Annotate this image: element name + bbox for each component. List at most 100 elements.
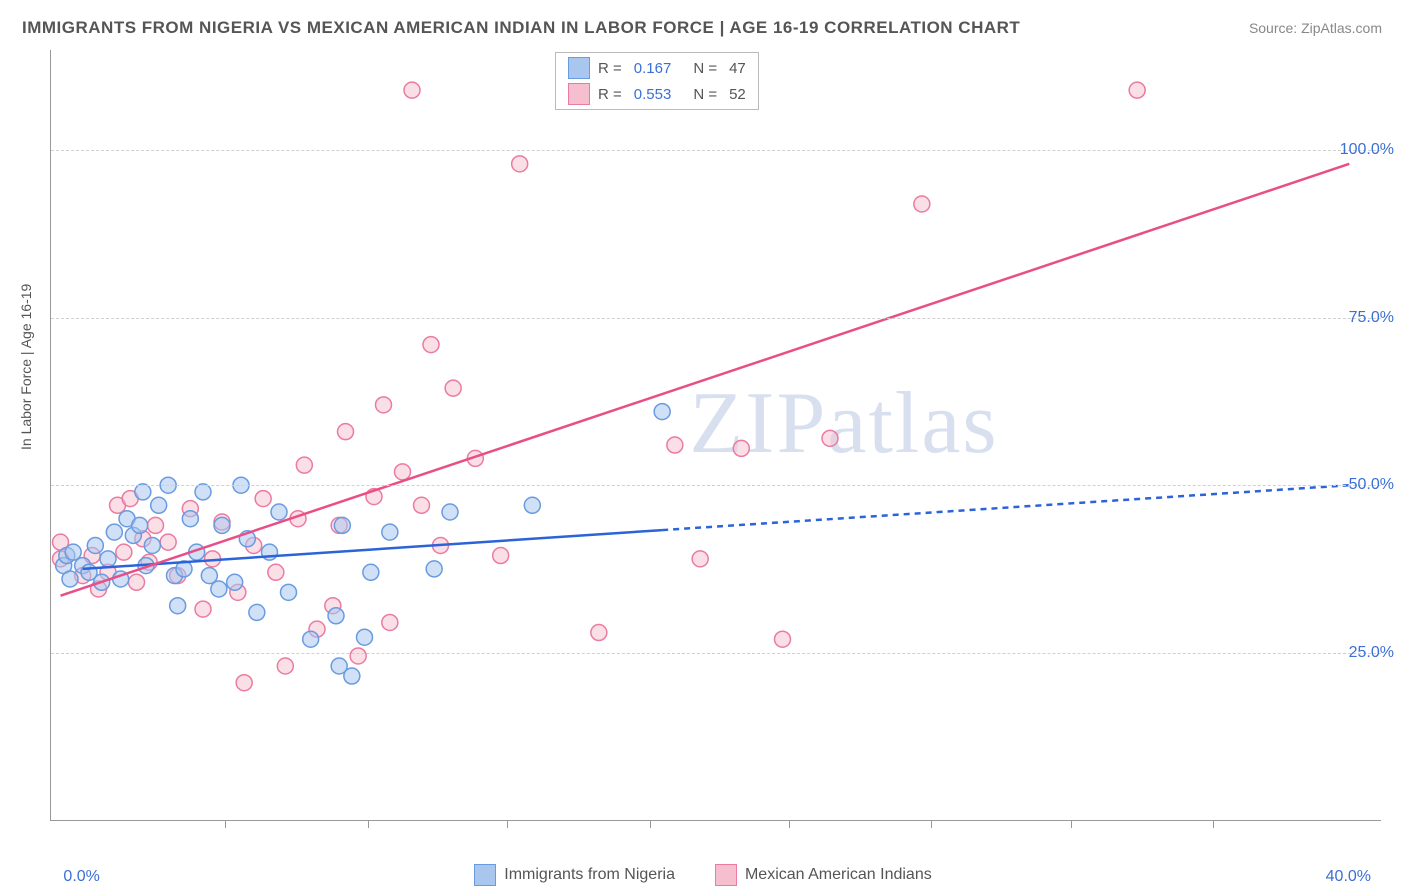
x-tick	[931, 820, 932, 828]
x-tick-label: 40.0%	[1326, 868, 1371, 886]
trendline-ext-nigeria	[662, 485, 1349, 530]
n-label: N =	[693, 60, 717, 77]
gridline-h	[51, 150, 1381, 151]
data-point-mexican	[268, 564, 284, 580]
y-axis-label: In Labor Force | Age 16-19	[18, 284, 34, 450]
data-point-nigeria	[144, 537, 160, 553]
data-point-mexican	[423, 337, 439, 353]
gridline-h	[51, 318, 1381, 319]
data-point-nigeria	[227, 574, 243, 590]
data-point-mexican	[1129, 82, 1145, 98]
data-point-mexican	[296, 457, 312, 473]
data-point-nigeria	[106, 524, 122, 540]
x-tick-label: 0.0%	[63, 868, 99, 886]
n-value-nigeria: 47	[729, 60, 746, 77]
data-point-mexican	[255, 491, 271, 507]
gridline-h	[51, 653, 1381, 654]
data-point-mexican	[376, 397, 392, 413]
data-point-nigeria	[382, 524, 398, 540]
legend-row-nigeria: R = 0.167 N = 47	[556, 55, 758, 81]
y-tick-label: 100.0%	[1340, 141, 1394, 159]
x-tick	[1213, 820, 1214, 828]
legend-item-mexican: Mexican American Indians	[715, 864, 932, 886]
r-label: R =	[598, 60, 622, 77]
data-point-mexican	[667, 437, 683, 453]
data-point-mexican	[277, 658, 293, 674]
data-point-mexican	[195, 601, 211, 617]
data-point-nigeria	[442, 504, 458, 520]
data-point-nigeria	[654, 404, 670, 420]
data-point-mexican	[395, 464, 411, 480]
r-value-mexican: 0.553	[634, 86, 672, 103]
data-point-nigeria	[170, 598, 186, 614]
x-tick	[225, 820, 226, 828]
data-point-mexican	[445, 380, 461, 396]
data-point-nigeria	[100, 551, 116, 567]
data-point-nigeria	[211, 581, 227, 597]
data-point-nigeria	[344, 668, 360, 684]
data-point-mexican	[382, 614, 398, 630]
series-legend: Immigrants from Nigeria Mexican American …	[0, 864, 1406, 886]
r-value-nigeria: 0.167	[634, 60, 672, 77]
data-point-nigeria	[195, 484, 211, 500]
data-point-mexican	[414, 497, 430, 513]
plot-area: ZIPatlas	[50, 50, 1381, 821]
n-label: N =	[693, 86, 717, 103]
data-point-mexican	[775, 631, 791, 647]
data-point-nigeria	[214, 517, 230, 533]
data-point-nigeria	[151, 497, 167, 513]
data-point-mexican	[733, 440, 749, 456]
data-point-nigeria	[363, 564, 379, 580]
x-tick	[789, 820, 790, 828]
legend-swatch-nigeria	[568, 57, 590, 79]
y-tick-label: 25.0%	[1349, 644, 1394, 662]
data-point-mexican	[160, 534, 176, 550]
y-tick-label: 75.0%	[1349, 309, 1394, 327]
trendline-mexican	[61, 164, 1350, 596]
x-tick	[507, 820, 508, 828]
r-label: R =	[598, 86, 622, 103]
data-point-nigeria	[271, 504, 287, 520]
y-tick-label: 50.0%	[1349, 476, 1394, 494]
data-point-mexican	[692, 551, 708, 567]
x-tick	[1071, 820, 1072, 828]
data-point-mexican	[591, 625, 607, 641]
data-point-nigeria	[426, 561, 442, 577]
source-attribution: Source: ZipAtlas.com	[1249, 20, 1382, 36]
data-point-nigeria	[524, 497, 540, 513]
data-point-mexican	[338, 424, 354, 440]
data-point-mexican	[822, 430, 838, 446]
data-point-nigeria	[182, 511, 198, 527]
data-point-nigeria	[249, 604, 265, 620]
data-point-mexican	[914, 196, 930, 212]
x-tick	[650, 820, 651, 828]
data-point-nigeria	[132, 517, 148, 533]
data-point-mexican	[350, 648, 366, 664]
legend-label-mexican: Mexican American Indians	[745, 866, 932, 884]
n-value-mexican: 52	[729, 86, 746, 103]
data-point-nigeria	[328, 608, 344, 624]
legend-label-nigeria: Immigrants from Nigeria	[504, 866, 675, 884]
correlation-legend: R = 0.167 N = 47 R = 0.553 N = 52	[555, 52, 759, 110]
data-point-nigeria	[281, 584, 297, 600]
data-point-mexican	[116, 544, 132, 560]
data-point-mexican	[404, 82, 420, 98]
legend-row-mexican: R = 0.553 N = 52	[556, 81, 758, 107]
data-point-nigeria	[62, 571, 78, 587]
data-point-mexican	[148, 517, 164, 533]
data-point-nigeria	[303, 631, 319, 647]
legend-swatch-mexican	[568, 83, 590, 105]
data-point-nigeria	[357, 629, 373, 645]
legend-swatch-mexican	[715, 864, 737, 886]
chart-title: IMMIGRANTS FROM NIGERIA VS MEXICAN AMERI…	[22, 18, 1020, 38]
legend-item-nigeria: Immigrants from Nigeria	[474, 864, 675, 886]
data-point-mexican	[129, 574, 145, 590]
data-point-mexican	[512, 156, 528, 172]
data-point-mexican	[236, 675, 252, 691]
x-tick	[368, 820, 369, 828]
data-point-nigeria	[334, 517, 350, 533]
data-point-nigeria	[135, 484, 151, 500]
scatter-chart-svg	[51, 50, 1381, 820]
data-point-mexican	[493, 548, 509, 564]
legend-swatch-nigeria	[474, 864, 496, 886]
